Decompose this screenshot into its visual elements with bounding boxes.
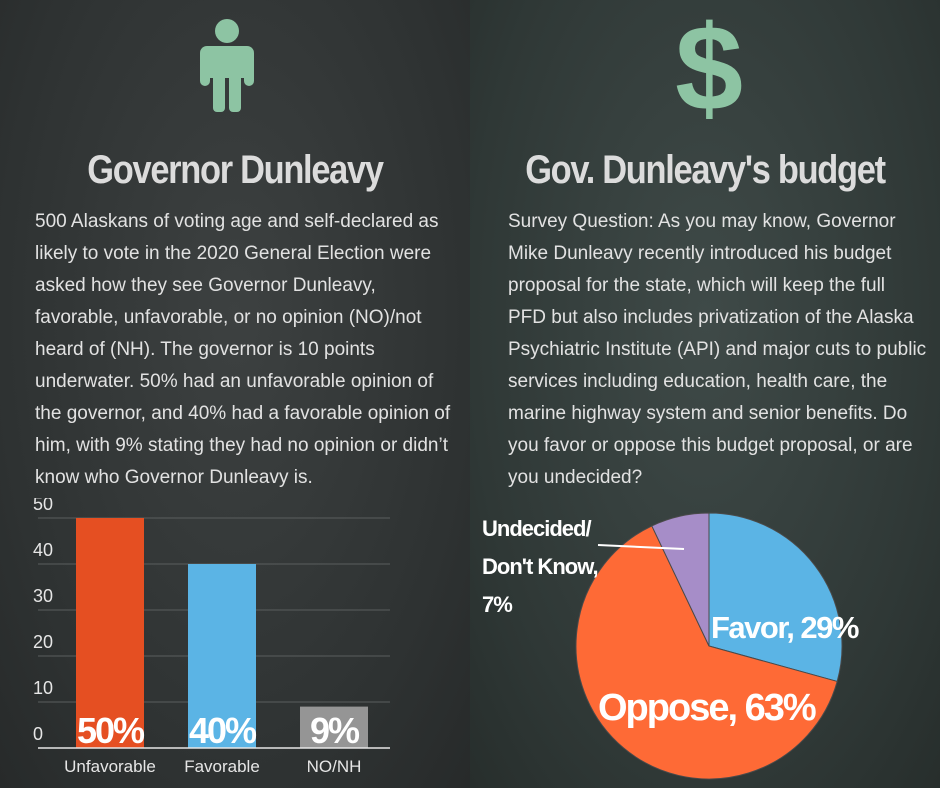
y-tick-label: 50 (33, 498, 53, 514)
svg-text:$: $ (675, 0, 743, 136)
bar-data-label: 40% (189, 710, 257, 751)
bar-data-label: 50% (77, 710, 145, 751)
bar (300, 706, 368, 748)
y-tick-label: 20 (33, 632, 53, 652)
bar-chart: 0 10 20 30 40 50 50% Unfavorable 40% Favorable 9% N… (33, 498, 390, 776)
bar (188, 564, 256, 748)
pie-label-undecided: Undecided/ (482, 516, 591, 541)
left-panel: Governor Dunleavy 500 Alaskans of voting… (0, 0, 470, 788)
x-tick-label: NO/NH (307, 757, 362, 776)
right-title: Gov. Dunleavy's budget (525, 148, 886, 192)
y-tick-label: 30 (33, 586, 53, 606)
pie-label-undecided: Don't Know, (482, 554, 598, 579)
y-tick-label: 0 (33, 724, 43, 744)
bar-data-label: 9% (310, 710, 360, 751)
pie-chart: Favor, 29% Oppose, 63% Undecided/Don't Kno… (482, 512, 860, 780)
pie-slice (708, 512, 843, 683)
pie-slice (651, 512, 710, 647)
bar (76, 518, 144, 748)
pie-leader-line (597, 544, 685, 550)
person-icon (200, 19, 254, 112)
pie-slice (575, 525, 838, 780)
pie-label-favor: Favor, 29% (711, 610, 859, 645)
right-panel: $ Gov. Dunleavy's budget Survey Question… (470, 0, 940, 788)
x-tick-label: Favorable (184, 757, 260, 776)
dollar-icon: $ (675, 0, 743, 136)
pie-label-oppose: Oppose, 63% (598, 687, 816, 729)
left-paragraph: 500 Alaskans of voting age and self-decl… (35, 211, 451, 488)
right-paragraph: Survey Question: As you may know, Govern… (508, 211, 927, 488)
left-title: Governor Dunleavy (87, 148, 384, 192)
y-tick-label: 40 (33, 540, 53, 560)
x-tick-label: Unfavorable (64, 757, 156, 776)
y-tick-label: 10 (33, 678, 53, 698)
pie-label-undecided: 7% (482, 592, 512, 617)
